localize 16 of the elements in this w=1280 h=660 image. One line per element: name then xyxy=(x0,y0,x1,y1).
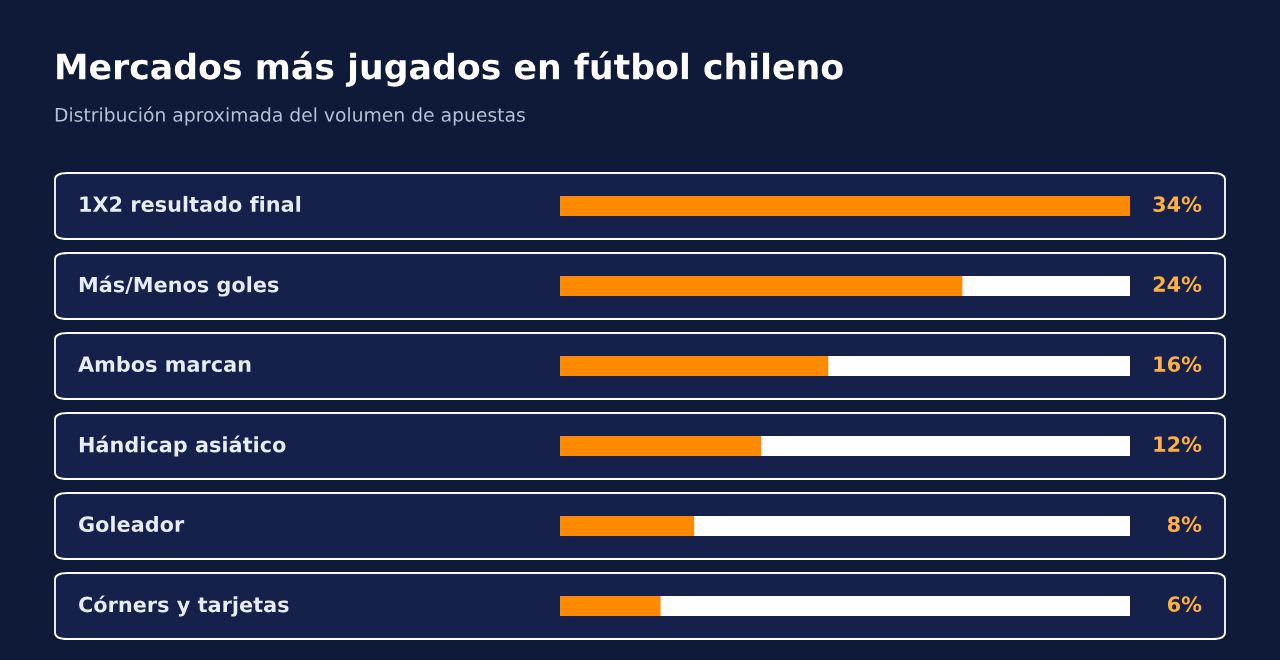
y-tick-label: 1X2 resultado final xyxy=(80,195,301,213)
y-tick-label: Córners y tarjetas xyxy=(79,595,289,617)
chart-title: Mercados más jugados en fútbol chileno xyxy=(57,51,843,87)
y-tick-label: Goleador xyxy=(79,515,185,533)
bar xyxy=(560,596,661,616)
bar xyxy=(560,516,695,536)
y-tick-label: Ambos marcan xyxy=(78,355,251,373)
text: Distribución aproximada del volumen de apuestas xyxy=(55,106,525,126)
y-tick-label: Más/Menos goles xyxy=(79,275,279,297)
data-label: 8% xyxy=(1167,516,1202,533)
data-label: 16% xyxy=(1154,356,1202,373)
data-label: 24% xyxy=(1153,276,1202,293)
data-label: 6% xyxy=(1167,596,1202,613)
data-label: 12% xyxy=(1154,436,1202,453)
data-label: 34% xyxy=(1153,196,1202,213)
y-tick-label: Hándicap asiático xyxy=(79,435,286,457)
